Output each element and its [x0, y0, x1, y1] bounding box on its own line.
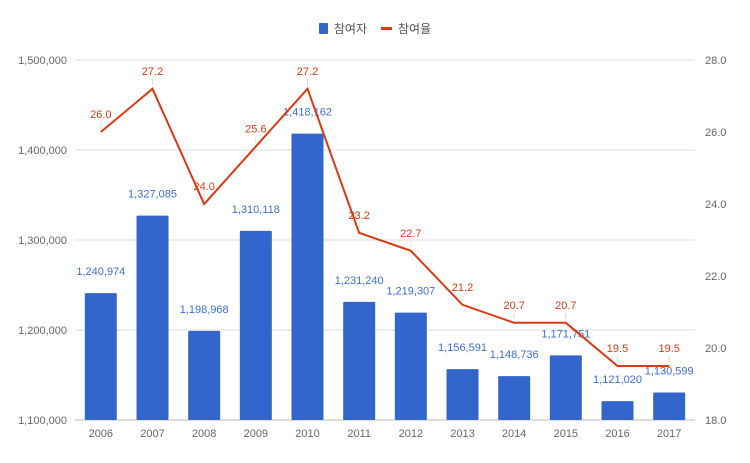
- x-tick-label: 2012: [399, 428, 423, 440]
- right-tick-label: 26.0: [705, 127, 726, 139]
- left-tick-label: 1,300,000: [18, 235, 67, 247]
- left-tick-label: 1,500,000: [18, 55, 67, 67]
- bar: [601, 401, 634, 420]
- bar: [446, 369, 479, 420]
- line-data-label: 21.2: [452, 282, 473, 294]
- line-data-label: 22.7: [400, 228, 421, 240]
- line-data-label: 24.0: [193, 181, 214, 193]
- bar-data-label: 1,310,118: [232, 204, 280, 216]
- bar: [291, 133, 324, 420]
- x-tick-label: 2015: [554, 428, 578, 440]
- x-tick-label: 2017: [657, 428, 681, 440]
- right-tick-label: 20.0: [705, 343, 726, 355]
- x-tick-label: 2009: [244, 428, 268, 440]
- x-tick-label: 2006: [89, 428, 113, 440]
- x-tick-label: 2014: [502, 428, 526, 440]
- bar-data-label: 1,219,307: [386, 286, 435, 298]
- bar: [653, 392, 686, 420]
- legend-line-swatch: [381, 27, 392, 30]
- bar-data-label: 1,418,162: [283, 107, 332, 119]
- bar-data-label: 1,198,968: [180, 304, 229, 316]
- left-tick-label: 1,200,000: [18, 325, 67, 337]
- line-data-label: 27.2: [142, 66, 163, 78]
- legend: 참여자 참여율: [0, 20, 750, 37]
- rate-line: [100, 86, 670, 367]
- x-tick-label: 2016: [605, 428, 629, 440]
- bar-data-label: 1,148,736: [490, 349, 539, 361]
- x-tick-label: 2010: [295, 428, 319, 440]
- bar: [188, 330, 221, 420]
- line-data-label: 19.5: [658, 343, 679, 355]
- line-data-label: 20.7: [555, 300, 576, 312]
- bar: [239, 230, 272, 420]
- bar: [343, 301, 376, 420]
- right-tick-label: 24.0: [705, 199, 726, 211]
- line-data-label: 27.2: [297, 66, 318, 78]
- line-data-label: 25.6: [245, 123, 266, 135]
- legend-label-rate: 참여율: [398, 22, 432, 36]
- bar-data-label: 1,130,599: [645, 365, 694, 377]
- bar-data-label: 1,121,020: [593, 374, 642, 386]
- right-tick-label: 28.0: [705, 55, 726, 67]
- x-tick-label: 2011: [347, 428, 371, 440]
- left-tick-label: 1,400,000: [18, 145, 67, 157]
- line-data-label: 19.5: [607, 343, 628, 355]
- bar-data-label: 1,327,085: [128, 189, 177, 201]
- right-tick-label: 22.0: [705, 271, 726, 283]
- left-tick-label: 1,100,000: [18, 415, 67, 427]
- line-data-label: 23.2: [348, 210, 369, 222]
- bar-data-label: 1,171,751: [541, 328, 590, 340]
- legend-bar-swatch: [318, 23, 328, 34]
- bar-data-label: 1,240,974: [76, 266, 125, 278]
- bar: [394, 312, 427, 420]
- legend-label-participants: 참여자: [333, 22, 367, 36]
- bar: [84, 293, 117, 420]
- bar-data-label: 1,156,591: [438, 342, 487, 354]
- bar: [549, 355, 582, 420]
- line-data-label: 20.7: [503, 300, 524, 312]
- x-tick-label: 2007: [140, 428, 164, 440]
- bar: [498, 376, 531, 420]
- right-tick-label: 18.0: [705, 415, 726, 427]
- bar: [136, 215, 169, 420]
- bar-data-label: 1,231,240: [335, 275, 384, 287]
- x-tick-label: 2013: [450, 428, 474, 440]
- x-tick-label: 2008: [192, 428, 216, 440]
- line-data-label: 26.0: [90, 109, 111, 121]
